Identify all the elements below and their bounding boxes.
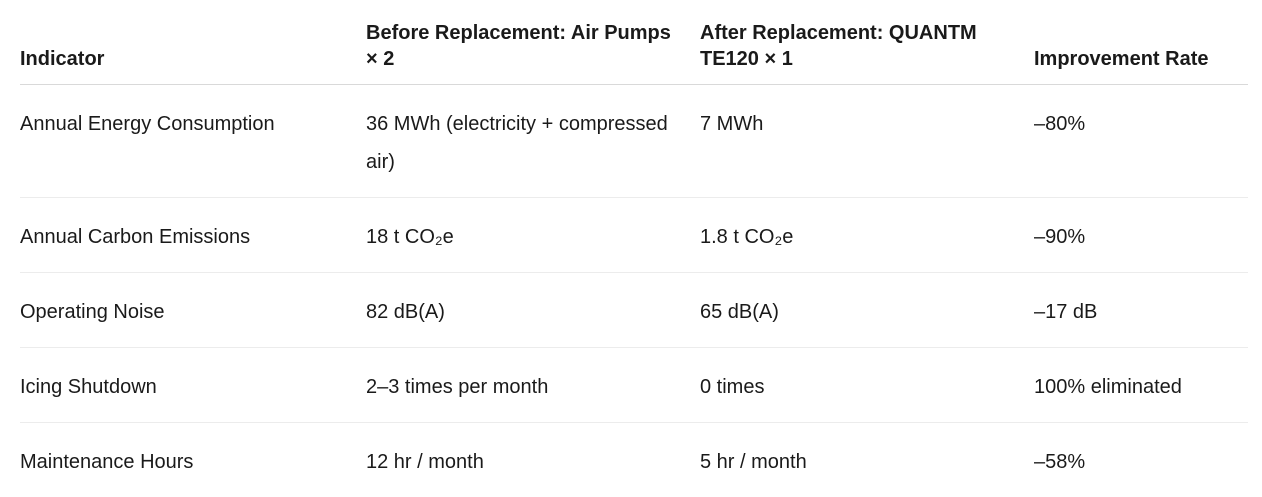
cell-indicator: Maintenance Hours (20, 423, 366, 497)
table-row: Annual Energy Consumption 36 MWh (electr… (20, 85, 1248, 198)
cell-indicator: Annual Energy Consumption (20, 85, 366, 198)
cell-after: 5 hr / month (700, 423, 1034, 497)
table-row: Operating Noise 82 dB(A) 65 dB(A) –17 dB (20, 273, 1248, 348)
cell-after: 1.8 t CO₂e (700, 198, 1034, 273)
cell-improvement: –17 dB (1034, 273, 1248, 348)
cell-improvement: –90% (1034, 198, 1248, 273)
table-body: Annual Energy Consumption 36 MWh (electr… (20, 85, 1248, 497)
header-before-replacement: Before Replacement: Air Pumps × 2 (366, 0, 700, 85)
table-row: Icing Shutdown 2–3 times per month 0 tim… (20, 348, 1248, 423)
cell-after: 0 times (700, 348, 1034, 423)
cell-after: 7 MWh (700, 85, 1034, 198)
header-row: Indicator Before Replacement: Air Pumps … (20, 0, 1248, 85)
header-after-replacement: After Replacement: QUANTM TE120 × 1 (700, 0, 1034, 85)
table-row: Maintenance Hours 12 hr / month 5 hr / m… (20, 423, 1248, 497)
cell-before: 18 t CO₂e (366, 198, 700, 273)
cell-before: 36 MWh (electricity + compressed air) (366, 85, 700, 198)
cell-before: 12 hr / month (366, 423, 700, 497)
table-header: Indicator Before Replacement: Air Pumps … (20, 0, 1248, 85)
cell-improvement: –58% (1034, 423, 1248, 497)
cell-after: 65 dB(A) (700, 273, 1034, 348)
cell-improvement: –80% (1034, 85, 1248, 198)
cell-indicator: Icing Shutdown (20, 348, 366, 423)
cell-indicator: Annual Carbon Emissions (20, 198, 366, 273)
cell-indicator: Operating Noise (20, 273, 366, 348)
comparison-table-container: Indicator Before Replacement: Air Pumps … (20, 0, 1248, 497)
cell-improvement: 100% eliminated (1034, 348, 1248, 423)
table-row: Annual Carbon Emissions 18 t CO₂e 1.8 t … (20, 198, 1248, 273)
header-improvement-rate: Improvement Rate (1034, 0, 1248, 85)
comparison-table: Indicator Before Replacement: Air Pumps … (20, 0, 1248, 497)
header-indicator: Indicator (20, 0, 366, 85)
cell-before: 82 dB(A) (366, 273, 700, 348)
cell-before: 2–3 times per month (366, 348, 700, 423)
